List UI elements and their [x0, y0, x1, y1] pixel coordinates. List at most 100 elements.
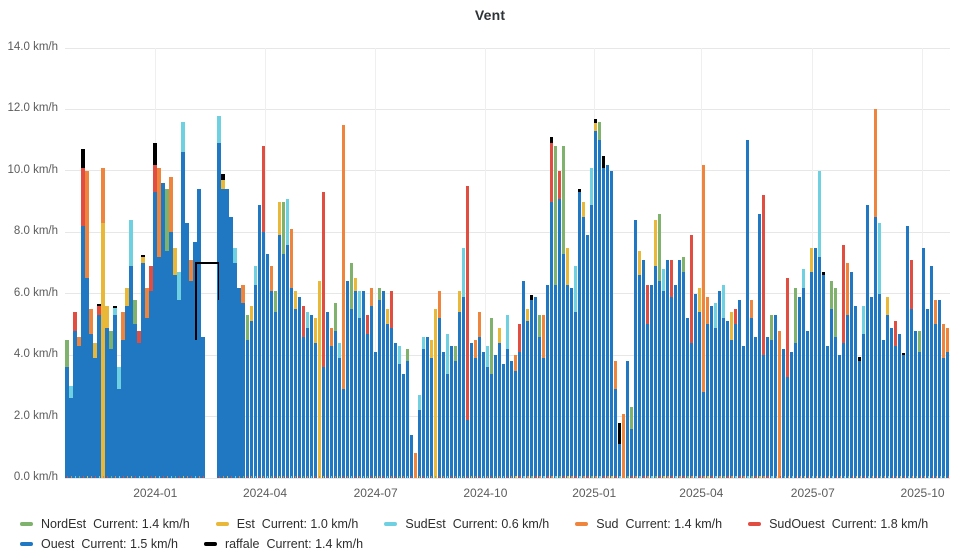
baseline-speck: [106, 476, 109, 478]
bar: [453, 361, 457, 478]
x-axis-tick-label: 2025-07: [790, 486, 835, 500]
baseline-speck: [282, 476, 285, 478]
baseline-speck: [787, 476, 789, 478]
bar-tip: [421, 336, 425, 349]
baseline-speck: [399, 476, 401, 478]
bar-tip: [589, 167, 594, 205]
bar: [417, 410, 421, 478]
bar: [305, 327, 309, 478]
baseline-speck: [911, 476, 913, 478]
bar-tip: [277, 201, 281, 236]
bar-tip: [397, 345, 401, 365]
bar: [850, 272, 854, 478]
raffale-mark: [577, 189, 582, 193]
bar-tip: [445, 333, 449, 374]
baseline-speck: [78, 476, 80, 478]
bar: [657, 281, 662, 478]
baseline-speck: [343, 476, 345, 478]
bar: [758, 213, 762, 478]
baseline-speck: [443, 476, 445, 478]
legend-item-ouest[interactable]: Ouest Current: 1.5 km/h: [20, 537, 178, 551]
bar: [577, 192, 582, 478]
bar: [89, 333, 93, 478]
legend-series-name: SudEst: [405, 517, 446, 531]
baseline-speck: [847, 476, 849, 478]
baseline-speck: [831, 476, 833, 478]
bar: [702, 392, 706, 478]
bar: [457, 312, 461, 478]
baseline-speck: [931, 476, 933, 478]
raffale-mark: [113, 305, 117, 308]
baseline-speck: [435, 476, 437, 478]
bar-tip: [706, 296, 710, 325]
bar-tip: [301, 306, 305, 337]
bar: [710, 306, 714, 478]
legend-item-est[interactable]: Est Current: 1.0 km/h: [215, 517, 358, 531]
bar: [101, 223, 105, 478]
bar-tip: [762, 195, 766, 356]
legend-item-nordest[interactable]: NordEst Current: 1.4 km/h: [20, 517, 190, 531]
baseline-speck: [455, 476, 457, 478]
baseline-speck: [635, 476, 637, 478]
gridline-horizontal: [65, 170, 950, 172]
raffale-mark: [141, 254, 145, 257]
bar: [141, 263, 145, 478]
raffale-mark: [593, 118, 598, 124]
y-axis-tick-label: 2.0 km/h: [13, 409, 58, 422]
baseline-speck: [194, 476, 197, 478]
bar: [633, 220, 638, 478]
bar: [405, 361, 409, 478]
baseline-speck: [411, 476, 413, 478]
x-axis-tick-label: 2025-10: [900, 486, 945, 500]
baseline-speck: [851, 476, 853, 478]
bar: [157, 256, 161, 478]
bar-tip: [313, 318, 317, 343]
baseline-speck: [491, 476, 493, 478]
baseline-speck: [763, 476, 765, 478]
bar: [249, 321, 253, 478]
bar: [886, 315, 890, 478]
bar: [369, 306, 373, 478]
bar: [145, 318, 149, 478]
legend-item-sud[interactable]: Sud Current: 1.4 km/h: [575, 517, 722, 531]
bar: [581, 216, 586, 478]
bar: [814, 247, 818, 478]
legend-item-sudest[interactable]: SudEst Current: 0.6 km/h: [384, 517, 549, 531]
bar: [585, 235, 590, 478]
baseline-speck: [835, 476, 837, 478]
bar: [257, 204, 261, 478]
baseline-speck: [915, 476, 917, 478]
baseline-speck: [483, 476, 485, 478]
baseline-speck: [234, 476, 237, 478]
baseline-speck: [767, 476, 769, 478]
legend-item-raffale[interactable]: raffale Current: 1.4 km/h: [203, 537, 363, 551]
baseline-speck: [867, 476, 869, 478]
baseline-speck: [471, 476, 473, 478]
baseline-speck: [535, 476, 537, 478]
bar: [373, 352, 377, 478]
bar: [77, 345, 81, 478]
baseline-speck: [170, 476, 173, 478]
baseline-speck: [751, 476, 753, 478]
bar: [569, 287, 574, 478]
baseline-speck: [294, 476, 297, 478]
bar: [641, 259, 646, 478]
bar: [153, 192, 157, 478]
baseline-speck: [130, 476, 133, 478]
bar: [714, 327, 718, 478]
legend-item-sudouest[interactable]: SudOuest Current: 1.8 km/h: [748, 517, 928, 531]
bar: [681, 272, 686, 478]
raffale-mark: [81, 149, 85, 168]
bar: [561, 253, 566, 478]
baseline-speck: [719, 476, 721, 478]
bar-tip: [457, 290, 461, 313]
baseline-speck: [94, 476, 97, 478]
bar: [786, 376, 790, 478]
bar: [706, 324, 710, 478]
bar: [782, 349, 786, 478]
plot-area[interactable]: [65, 47, 950, 479]
baseline-speck: [651, 476, 653, 478]
baseline-speck: [314, 476, 317, 478]
bar: [321, 367, 325, 478]
baseline-speck: [371, 476, 373, 478]
